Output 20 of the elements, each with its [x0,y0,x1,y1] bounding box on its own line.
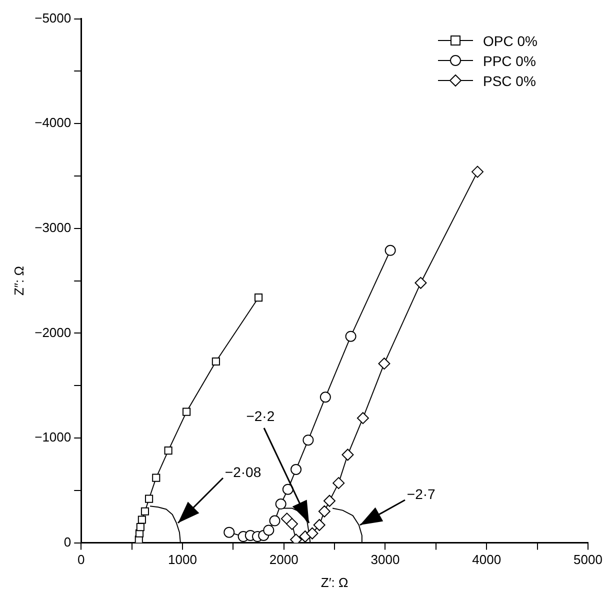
x-tick-label: 1000 [168,552,197,568]
y-axis-title: Z″: Ω [11,266,26,296]
x-tick-label: 5000 [574,552,602,568]
y-tick-label: 0 [64,534,72,550]
y-tick-label: −3000 [34,220,72,235]
annotation: −2·08 [224,464,262,480]
annotation: −2·2 [246,408,275,424]
legend-label: PPC 0% [483,52,536,69]
y-tick-label: −5000 [34,10,72,26]
x-tick-label: 3000 [370,552,400,568]
legend-label: PSC 0% [483,72,536,89]
x-axis-title: Z′: Ω [320,574,348,590]
y-tick-label: −2000 [34,324,72,340]
x-tick-label: 0 [77,552,85,568]
annotation: −2·7 [406,486,436,502]
x-tick-label: 2000 [269,552,298,568]
y-tick-label: −4000 [34,115,72,130]
y-tick-label: −1000 [34,430,72,445]
x-tick-label: 4000 [472,552,502,568]
legend-label: OPC 0% [483,32,538,49]
